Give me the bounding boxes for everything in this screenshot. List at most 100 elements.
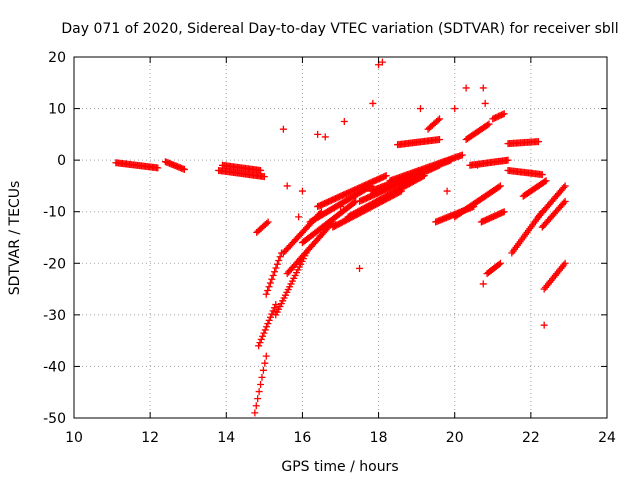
data-point (500, 208, 508, 216)
data-point (458, 151, 466, 159)
y-tick-label: -20 (43, 256, 66, 272)
data-point (264, 286, 272, 294)
data-point-outlier (314, 130, 322, 138)
data-point-outlier (356, 264, 364, 272)
data-point (275, 256, 283, 264)
data-point (262, 290, 270, 298)
data-point-outlier (416, 105, 424, 113)
data-point (263, 323, 271, 331)
y-tick-label: -40 (43, 359, 66, 375)
data-point-outlier (283, 182, 291, 190)
data-point (496, 182, 504, 190)
data-point-outlier (443, 187, 451, 195)
data-point (496, 259, 504, 267)
data-point (264, 218, 272, 226)
x-tick-label: 22 (522, 430, 540, 446)
tick-labels: 10 12 14 16 18 20 22 24 -50 -40 -30 -20 -10 0 10 20 (43, 50, 616, 446)
data-point (538, 171, 546, 179)
x-tick-label: 16 (294, 430, 312, 446)
data-point (154, 164, 162, 172)
data-point (272, 264, 280, 272)
data-point (260, 173, 268, 181)
y-axis-label: SDTVAR / TECUs (7, 181, 23, 296)
y-tick-label: -10 (43, 205, 66, 221)
data-point (269, 271, 277, 279)
data-point (261, 326, 269, 334)
data-point (271, 268, 279, 276)
x-tick-label: 14 (217, 430, 235, 446)
data-point-outlier (321, 133, 329, 141)
data-point (265, 316, 273, 324)
data-point (180, 165, 188, 173)
data-point-outlier (474, 161, 482, 169)
data-point (251, 409, 259, 417)
data-point-outlier (337, 203, 344, 211)
data-point (257, 380, 265, 388)
data-point (255, 388, 263, 396)
data-point (484, 121, 492, 129)
data-point (270, 304, 278, 312)
data-point-outlier (481, 99, 489, 107)
axis-ticks (73, 56, 608, 419)
data-point (261, 359, 269, 367)
data-point (542, 177, 550, 185)
data-point (256, 339, 264, 347)
x-tick-label: 20 (446, 430, 464, 446)
data-point (258, 373, 266, 381)
data-point (269, 307, 277, 315)
data-point (257, 335, 265, 343)
data-point-outlier (540, 321, 548, 329)
data-point (350, 198, 358, 206)
data-point (500, 110, 508, 118)
data-point-outlier (479, 84, 487, 92)
data-point (268, 310, 276, 318)
data-point (504, 156, 512, 164)
data-point (266, 279, 274, 287)
data-point (259, 366, 267, 374)
data-point-outlier (479, 280, 487, 288)
grid (74, 57, 607, 418)
data-point-outlier (298, 187, 306, 195)
data-point-outlier (340, 117, 348, 125)
x-tick-label: 10 (65, 430, 83, 446)
data-point (435, 115, 443, 123)
data-point (263, 219, 271, 227)
data-point (252, 402, 260, 410)
data-point (560, 199, 568, 207)
data-point (268, 275, 276, 283)
data-point (485, 120, 493, 128)
data-point (560, 183, 568, 191)
data-point (265, 283, 273, 291)
data-point (264, 320, 272, 328)
data-points (112, 58, 569, 417)
x-axis-label: GPS time / hours (281, 459, 398, 475)
x-tick-label: 12 (141, 430, 159, 446)
x-tick-label: 18 (370, 430, 388, 446)
data-point (257, 166, 265, 174)
data-point (534, 138, 542, 146)
data-point (561, 197, 569, 205)
y-tick-label: 10 (48, 102, 66, 118)
data-point-outlier (451, 105, 459, 113)
data-point (273, 260, 281, 268)
data-point (254, 395, 262, 403)
data-point (561, 259, 569, 267)
data-point-outlier (295, 213, 303, 221)
data-point-outlier (462, 84, 470, 92)
data-point (495, 260, 503, 268)
y-tick-label: 0 (57, 153, 66, 169)
data-point (276, 253, 284, 261)
chart-title: Day 071 of 2020, Sidereal Day-to-day VTE… (61, 21, 618, 37)
y-tick-label: -30 (43, 308, 66, 324)
data-point (272, 301, 280, 309)
data-point (260, 329, 268, 337)
data-point-outlier (378, 58, 386, 66)
data-point (267, 313, 275, 321)
data-point (255, 342, 263, 350)
data-point (259, 332, 267, 340)
data-point (435, 136, 443, 144)
data-point-outlier (279, 125, 287, 133)
data-point (434, 116, 442, 124)
y-tick-label: 20 (48, 50, 66, 66)
